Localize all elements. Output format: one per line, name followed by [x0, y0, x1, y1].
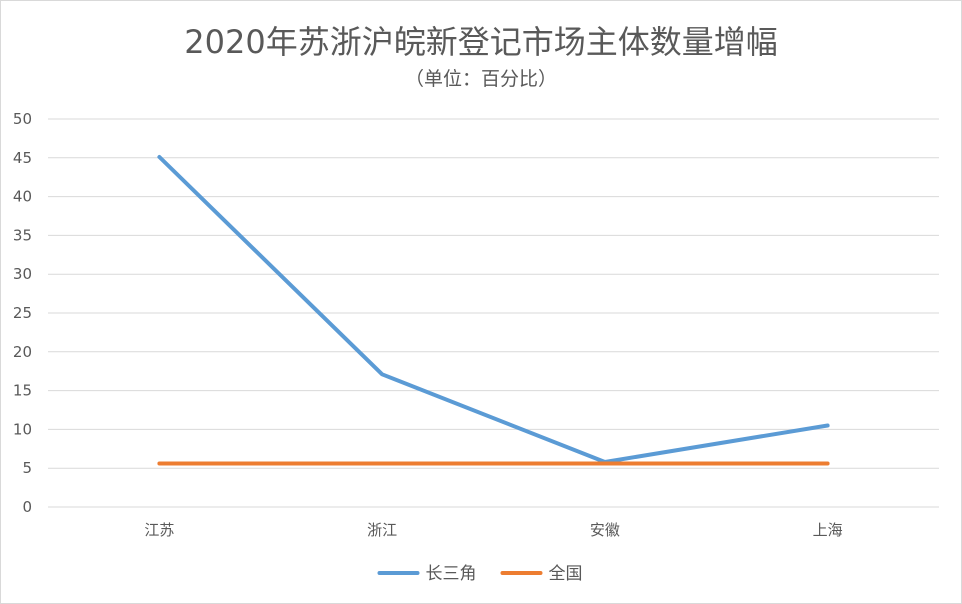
x-tick-label: 浙江	[367, 521, 397, 539]
legend-item: 全国	[500, 564, 583, 584]
legend-item: 长三角	[377, 564, 477, 584]
series-line-0	[157, 155, 830, 464]
y-tick-label: 30	[13, 265, 32, 283]
y-tick-label: 10	[13, 420, 32, 438]
legend-label: 长三角	[426, 564, 477, 584]
y-axis-tick-labels: 0 5 10 15 20 25 30 35 40 45 50	[13, 110, 32, 516]
y-tick-label: 35	[13, 226, 32, 244]
y-tick-label: 5	[22, 459, 32, 477]
y-tick-label: 25	[13, 304, 32, 322]
y-tick-label: 50	[13, 110, 32, 128]
y-tick-label: 20	[13, 343, 32, 361]
y-tick-label: 40	[13, 188, 32, 206]
y-tick-label: 45	[13, 149, 32, 167]
series-lines	[157, 155, 830, 466]
chart-title: 2020年苏浙沪皖新登记市场主体数量增幅	[184, 23, 777, 61]
y-tick-label: 15	[13, 382, 32, 400]
chart-subtitle: （单位：百分比）	[405, 68, 557, 90]
x-tick-label: 安徽	[590, 521, 620, 539]
x-tick-label: 江苏	[144, 521, 174, 539]
gridlines	[48, 118, 939, 508]
y-tick-label: 0	[22, 498, 32, 516]
x-axis-tick-labels: 江苏 浙江 安徽 上海	[144, 521, 842, 539]
legend: 长三角 全国	[377, 564, 583, 584]
x-tick-label: 上海	[813, 521, 843, 539]
legend-label: 全国	[549, 564, 583, 584]
